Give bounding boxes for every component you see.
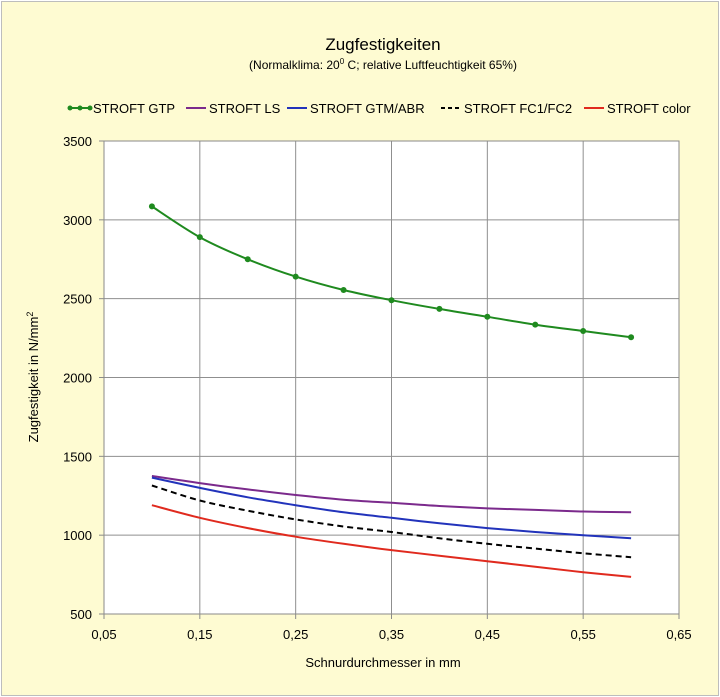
legend-marker-stroft-gtp xyxy=(67,105,73,111)
legend-marker-stroft-gtp xyxy=(87,105,93,111)
legend: STROFT GTP STROFT LS STROFT GTM/ABR STROFT … xyxy=(67,101,691,116)
data-point-stroft-gtp xyxy=(628,334,635,341)
series-line-stroft-ls xyxy=(151,475,632,514)
chart-subtitle: (Normalklima: 200 C; relative Luftfeucht… xyxy=(249,57,517,72)
series-line-stroft-color xyxy=(151,504,632,578)
series-layer xyxy=(148,203,635,578)
x-tick-label: 0,15 xyxy=(187,627,212,642)
data-point-stroft-gtp xyxy=(196,234,203,241)
x-tick-label: 0,35 xyxy=(379,627,404,642)
data-point-stroft-gtp xyxy=(292,273,299,280)
data-point-stroft-gtp xyxy=(580,327,587,334)
series-line-stroft-gtm-abr xyxy=(151,476,632,540)
data-point-stroft-gtp xyxy=(244,256,251,263)
x-axis-label: Schnurdurchmesser in mm xyxy=(305,655,460,670)
y-tick-label: 1500 xyxy=(63,449,92,464)
y-tick-label: 2500 xyxy=(63,292,92,307)
y-tick-label: 500 xyxy=(70,607,92,622)
axes: 500 1000 1500 2000 2500 3000 3500 0,05 0,15 0,25 0… xyxy=(63,134,692,642)
legend-label-stroft-fc1-fc2: STROFT FC1/FC2 xyxy=(464,101,572,116)
data-point-stroft-gtp xyxy=(388,297,395,304)
series-line-stroft-fc1-fc2 xyxy=(151,484,632,559)
legend-label-stroft-gtm-abr: STROFT GTM/ABR xyxy=(310,101,425,116)
y-axis-label-superscript: 2 xyxy=(25,312,35,317)
x-tick-label: 0,45 xyxy=(475,627,500,642)
y-tick-label: 3500 xyxy=(63,134,92,149)
x-tick-label: 0,05 xyxy=(91,627,116,642)
x-tick-label: 0,25 xyxy=(283,627,308,642)
data-point-stroft-gtp xyxy=(340,286,347,293)
data-point-stroft-gtp xyxy=(436,305,443,312)
chart-title: Zugfestigkeiten xyxy=(325,35,440,54)
chart-subtitle-part-1: (Normalklima: 20 xyxy=(249,58,340,72)
y-tick-label: 2000 xyxy=(63,371,92,386)
y-tick-label: 1000 xyxy=(63,528,92,543)
legend-label-stroft-color: STROFT color xyxy=(607,101,691,116)
legend-label-stroft-gtp: STROFT GTP xyxy=(93,101,175,116)
chart-subtitle-superscript: 0 xyxy=(340,57,345,66)
chart-subtitle-part-2: C; relative Luftfeuchtigkeit 65%) xyxy=(344,58,517,72)
data-point-stroft-gtp xyxy=(532,321,539,328)
x-tick-label: 0,55 xyxy=(571,627,596,642)
y-axis-label: Zugfestigkeit in N/mm2 xyxy=(25,312,41,443)
legend-label-stroft-ls: STROFT LS xyxy=(209,101,281,116)
legend-marker-stroft-gtp xyxy=(77,105,83,111)
y-axis-label-main: Zugfestigkeit in N/mm xyxy=(26,317,41,443)
data-point-stroft-gtp xyxy=(484,313,491,320)
y-tick-label: 3000 xyxy=(63,213,92,228)
data-point-stroft-gtp xyxy=(148,203,155,210)
x-tick-label: 0,65 xyxy=(666,627,691,642)
